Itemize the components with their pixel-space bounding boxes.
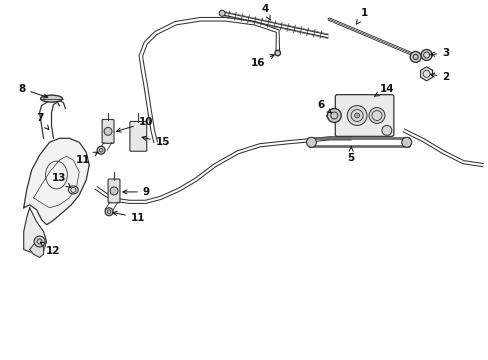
Circle shape bbox=[274, 50, 280, 56]
Text: 16: 16 bbox=[250, 55, 274, 68]
Circle shape bbox=[420, 50, 431, 60]
Text: 10: 10 bbox=[117, 117, 153, 132]
Polygon shape bbox=[24, 138, 89, 225]
Text: 4: 4 bbox=[261, 4, 269, 20]
Text: 7: 7 bbox=[36, 113, 49, 130]
Ellipse shape bbox=[68, 186, 78, 194]
Circle shape bbox=[110, 187, 118, 195]
Text: 11: 11 bbox=[113, 211, 145, 223]
Circle shape bbox=[368, 108, 384, 123]
Polygon shape bbox=[30, 242, 43, 257]
Text: 1: 1 bbox=[356, 8, 367, 24]
FancyBboxPatch shape bbox=[102, 120, 114, 143]
Text: 11: 11 bbox=[76, 152, 98, 165]
Circle shape bbox=[104, 127, 112, 135]
FancyBboxPatch shape bbox=[335, 95, 393, 136]
Circle shape bbox=[409, 51, 420, 62]
FancyBboxPatch shape bbox=[130, 121, 146, 151]
Circle shape bbox=[401, 137, 411, 147]
Text: 5: 5 bbox=[347, 147, 354, 163]
Circle shape bbox=[381, 125, 391, 135]
Circle shape bbox=[105, 208, 113, 216]
Text: 6: 6 bbox=[317, 100, 331, 113]
Text: 3: 3 bbox=[429, 48, 449, 58]
Text: 9: 9 bbox=[122, 187, 150, 197]
Text: 14: 14 bbox=[374, 84, 393, 96]
Circle shape bbox=[326, 109, 341, 122]
FancyBboxPatch shape bbox=[108, 179, 120, 203]
Circle shape bbox=[306, 137, 316, 147]
Circle shape bbox=[219, 10, 224, 16]
Polygon shape bbox=[24, 208, 46, 255]
Polygon shape bbox=[420, 67, 432, 81]
Text: 2: 2 bbox=[429, 72, 449, 82]
Circle shape bbox=[354, 113, 359, 118]
Text: 12: 12 bbox=[41, 242, 61, 256]
Circle shape bbox=[97, 146, 105, 154]
Text: 15: 15 bbox=[142, 136, 170, 147]
Text: 8: 8 bbox=[18, 84, 48, 98]
Polygon shape bbox=[222, 12, 326, 37]
Ellipse shape bbox=[41, 95, 62, 102]
Circle shape bbox=[346, 105, 366, 125]
Circle shape bbox=[34, 236, 45, 247]
Text: 13: 13 bbox=[52, 173, 71, 188]
